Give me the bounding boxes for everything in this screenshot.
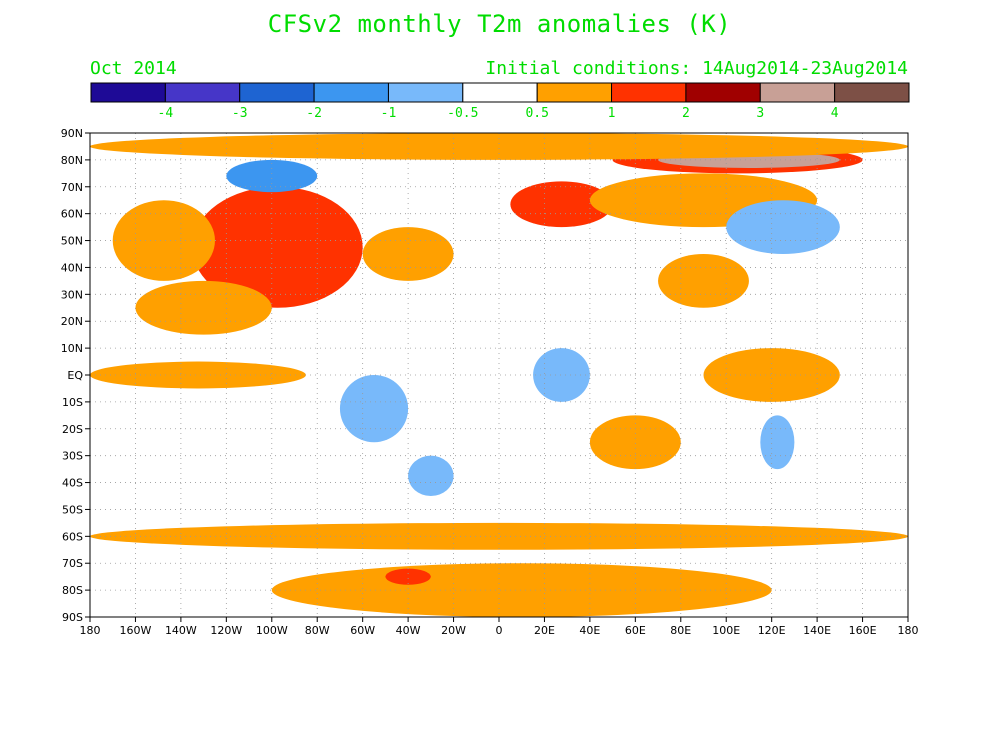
colorbar: -4 -3 -2 -1 -0.5 0.5 1 2 3 4	[90, 82, 910, 121]
anomaly-region	[760, 415, 795, 470]
anomaly-region	[533, 348, 590, 402]
lat-label: 80S	[62, 584, 83, 597]
lat-label: 30S	[62, 450, 83, 463]
colorbar-tick-label: -2	[306, 106, 322, 121]
anomaly-region	[589, 415, 681, 470]
colorbar-tick-label: -4	[158, 106, 174, 121]
lon-label: 180	[898, 624, 919, 637]
colorbar-tick-label: -3	[232, 106, 248, 121]
lon-label: 80W	[305, 624, 330, 637]
lat-label: 50N	[61, 235, 83, 248]
anomaly-region	[192, 186, 363, 308]
lon-label: 40E	[579, 624, 600, 637]
lon-label: 40W	[396, 624, 421, 637]
colorbar-tick-label: 2	[682, 106, 690, 121]
anomaly-region	[135, 280, 272, 335]
colorbar-tick-label: 1	[608, 106, 616, 121]
lon-label: 120E	[758, 624, 786, 637]
lon-label: 20W	[441, 624, 466, 637]
colorbar-tick-label: 4	[831, 106, 839, 121]
anomaly-region	[658, 254, 749, 308]
lon-label: 140W	[165, 624, 197, 637]
lon-label: 100W	[256, 624, 288, 637]
lat-label: 40N	[61, 261, 83, 274]
lat-label: 90N	[61, 127, 83, 140]
anomaly-region	[90, 522, 908, 550]
lon-label: 60W	[350, 624, 375, 637]
anomaly-region	[726, 200, 840, 254]
lon-label: 120W	[210, 624, 242, 637]
anomaly-region	[271, 563, 772, 617]
forecast-month: Oct 2014	[90, 58, 177, 79]
lat-label: 90S	[62, 611, 83, 624]
anomaly-region	[510, 181, 613, 228]
lon-label: 60E	[625, 624, 646, 637]
lat-label: 10S	[62, 396, 83, 409]
colorbar-tick-label: 3	[756, 106, 764, 121]
lat-label: 20S	[62, 423, 83, 436]
colorbar-tick-label: -0.5	[447, 106, 478, 121]
anomaly-region	[90, 133, 908, 160]
anomaly-region	[90, 361, 306, 389]
lat-label: 50S	[62, 503, 83, 516]
lat-label: 70S	[62, 557, 83, 570]
lon-label: 100E	[712, 624, 740, 637]
lon-label: 160W	[120, 624, 152, 637]
colorbar-bin	[834, 82, 910, 103]
lat-label: 70N	[61, 181, 83, 194]
lon-label: 160E	[849, 624, 877, 637]
anomaly-region	[112, 200, 215, 281]
lon-label: 20E	[534, 624, 555, 637]
lat-label: 60N	[61, 208, 83, 221]
lat-label: 10N	[61, 342, 83, 355]
lon-label: 140E	[803, 624, 831, 637]
lat-label: 60S	[62, 530, 83, 543]
lon-label: 80E	[670, 624, 691, 637]
anomaly-region	[408, 455, 454, 497]
lon-label: 180	[80, 624, 101, 637]
lon-label: 0	[496, 624, 503, 637]
lat-label: 40S	[62, 477, 83, 490]
colorbar-tick-label: -1	[381, 106, 397, 121]
anomaly-region	[226, 159, 318, 193]
lat-label: 80N	[61, 154, 83, 167]
lat-label: 20N	[61, 315, 83, 328]
lat-label: EQ	[67, 369, 83, 382]
anomaly-region	[339, 375, 409, 443]
initial-conditions: Initial conditions: 14Aug2014-23Aug2014	[485, 58, 908, 79]
lat-label: 30N	[61, 288, 83, 301]
anomaly-region	[703, 348, 840, 402]
colorbar-tick-label: 0.5	[525, 106, 548, 121]
anomaly-region	[385, 568, 431, 585]
chart-title: CFSv2 monthly T2m anomalies (K)	[267, 10, 732, 38]
